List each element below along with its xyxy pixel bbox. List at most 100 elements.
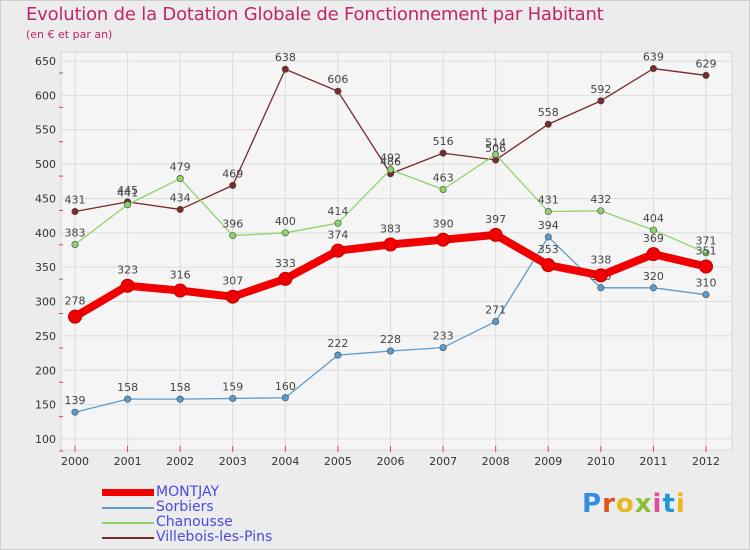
legend-item: Chanousse xyxy=(102,515,272,530)
data-label: 271 xyxy=(485,303,506,316)
data-point xyxy=(492,150,500,158)
data-label: 639 xyxy=(643,51,664,64)
data-point xyxy=(649,226,657,234)
data-point xyxy=(281,229,289,237)
data-label: 374 xyxy=(327,229,348,242)
x-tick-label: 2001 xyxy=(114,455,142,468)
y-tick-label: 150 xyxy=(35,399,56,412)
data-label: 400 xyxy=(275,215,296,228)
data-label: 338 xyxy=(590,253,611,266)
data-point xyxy=(597,207,605,215)
data-label: 638 xyxy=(275,51,296,64)
data-point xyxy=(120,278,135,293)
data-point xyxy=(229,232,237,240)
data-label: 278 xyxy=(65,295,86,308)
data-point xyxy=(176,395,184,403)
data-point xyxy=(702,291,710,299)
legend-label: MONTJAY xyxy=(156,484,220,500)
data-point xyxy=(439,344,447,352)
data-label: 514 xyxy=(485,136,506,149)
data-label: 432 xyxy=(590,193,611,206)
data-point xyxy=(334,351,342,359)
data-point xyxy=(68,309,82,324)
data-point xyxy=(492,317,500,325)
legend-item: Villebois-les-Pins xyxy=(102,530,272,545)
legend-swatch xyxy=(102,506,154,509)
data-point xyxy=(544,120,552,128)
y-tick-label: 550 xyxy=(35,124,56,137)
data-label: 434 xyxy=(170,191,191,204)
data-point xyxy=(124,395,132,403)
data-label: 158 xyxy=(117,381,138,394)
data-label: 558 xyxy=(538,106,559,119)
y-tick-label: 200 xyxy=(35,364,56,377)
x-tick-label: 2008 xyxy=(482,455,510,468)
data-point xyxy=(383,237,398,252)
data-label: 323 xyxy=(117,264,138,277)
data-label: 351 xyxy=(696,244,717,257)
data-point xyxy=(176,205,184,213)
y-tick-label: 450 xyxy=(35,192,56,205)
data-label: 222 xyxy=(327,337,348,350)
data-label: 233 xyxy=(433,330,454,343)
data-point xyxy=(229,181,237,189)
data-label: 396 xyxy=(222,218,243,231)
legend-label: Sorbiers xyxy=(156,499,214,515)
data-label: 158 xyxy=(170,381,191,394)
data-label: 469 xyxy=(222,167,243,180)
data-point xyxy=(541,258,556,273)
data-point xyxy=(386,347,394,355)
chart-title: Evolution de la Dotation Globale de Fonc… xyxy=(26,4,604,25)
data-point xyxy=(71,408,79,416)
x-tick-label: 2011 xyxy=(639,455,667,468)
data-point xyxy=(439,186,447,194)
y-tick-label: 650 xyxy=(35,55,56,68)
plot-area xyxy=(60,51,733,451)
data-label: 320 xyxy=(643,270,664,283)
chart-subtitle: (en € et par an) xyxy=(26,28,113,41)
data-label: 383 xyxy=(380,223,401,236)
data-label: 307 xyxy=(222,275,243,288)
legend-label: Chanousse xyxy=(156,514,233,530)
data-point xyxy=(439,149,447,157)
data-label: 333 xyxy=(275,257,296,270)
data-label: 506 xyxy=(485,142,506,155)
x-tick-label: 2000 xyxy=(61,455,89,468)
data-label: 592 xyxy=(590,83,611,96)
data-label: 606 xyxy=(327,73,348,86)
data-point xyxy=(386,166,394,174)
data-label: 310 xyxy=(696,277,717,290)
data-label: 414 xyxy=(327,205,348,218)
data-label: 159 xyxy=(222,380,243,393)
data-point xyxy=(593,268,608,283)
data-label: 404 xyxy=(643,212,664,225)
data-point xyxy=(436,232,451,247)
data-point xyxy=(124,201,132,209)
y-tick-label: 100 xyxy=(35,433,56,446)
data-label: 397 xyxy=(485,213,506,226)
data-label: 390 xyxy=(433,218,454,231)
data-point xyxy=(281,65,289,73)
x-tick-label: 2010 xyxy=(587,455,615,468)
data-label: 486 xyxy=(380,156,401,169)
y-tick-label: 400 xyxy=(35,227,56,240)
legend: MONTJAY Sorbiers Chanousse Villebois-les-Pi… xyxy=(102,485,272,545)
data-label: 394 xyxy=(538,219,559,232)
data-point xyxy=(71,241,79,249)
data-label: 228 xyxy=(380,333,401,346)
proxiti-logo: Proxiti xyxy=(582,489,686,519)
x-tick-label: 2005 xyxy=(324,455,352,468)
data-label: 383 xyxy=(65,227,86,240)
x-tick-label: 2002 xyxy=(166,455,194,468)
data-label: 479 xyxy=(170,161,191,174)
legend-swatch xyxy=(102,521,154,524)
data-point xyxy=(278,271,293,286)
data-point xyxy=(330,243,345,258)
legend-item: MONTJAY xyxy=(102,485,272,500)
x-tick-label: 2012 xyxy=(692,455,720,468)
data-point xyxy=(544,233,552,241)
data-label: 160 xyxy=(275,380,296,393)
data-point xyxy=(597,284,605,292)
data-point xyxy=(699,259,713,274)
